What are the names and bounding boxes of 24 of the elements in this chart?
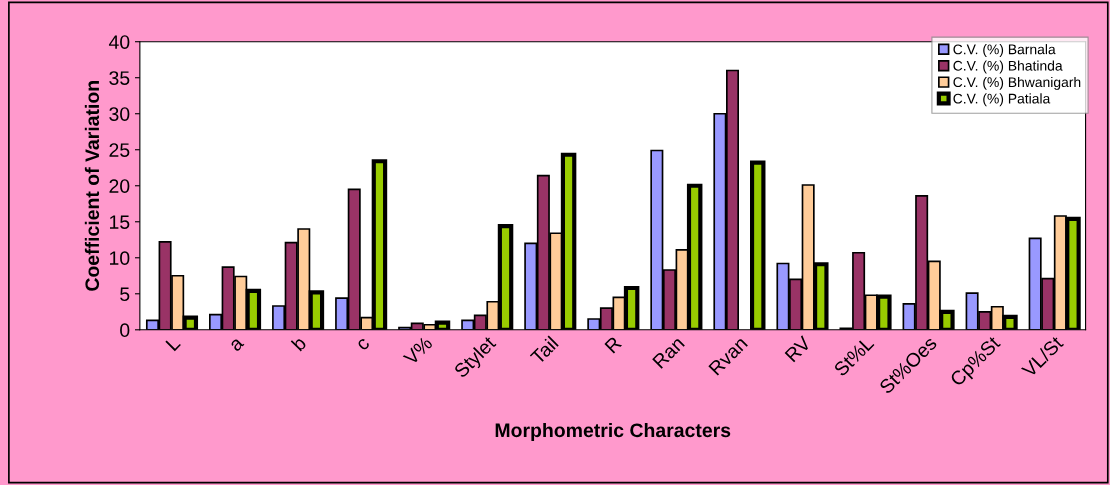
legend-label: C.V. (%) Barnala xyxy=(953,44,1056,58)
x-tick-label: c xyxy=(356,337,371,352)
y-tick-label: 20 xyxy=(109,179,130,193)
x-tick-label: a xyxy=(229,337,245,352)
y-tick-label: 25 xyxy=(109,143,130,157)
x-tick-label: b xyxy=(290,335,307,352)
x-tick-label: R xyxy=(604,335,623,354)
y-tick-label: 30 xyxy=(109,107,130,121)
x-tick-label: Tail xyxy=(529,335,559,366)
y-tick-label: 5 xyxy=(120,287,130,302)
y-tick-label: 40 xyxy=(108,35,130,49)
y-tick-label: 0 xyxy=(120,323,130,338)
x-tick-label: Ran xyxy=(652,336,685,369)
legend-label: C.V. (%) Patiala xyxy=(953,93,1051,107)
x-tick-label: L xyxy=(165,335,181,352)
y-tick-label: 15 xyxy=(109,215,130,229)
legend-label: C.V. (%) Bhatinda xyxy=(953,60,1063,74)
legend-label: C.V. (%) Bhwanigarh xyxy=(953,76,1081,90)
y-tick-label: 10 xyxy=(109,251,130,266)
x-tick-label: RV xyxy=(784,335,812,363)
y-tick-label: 35 xyxy=(109,71,130,85)
y-axis-title: Coefficient of Variation xyxy=(84,81,100,291)
x-axis-title: Morphometric Characters xyxy=(495,422,731,442)
x-tick-label: V% xyxy=(402,335,434,367)
